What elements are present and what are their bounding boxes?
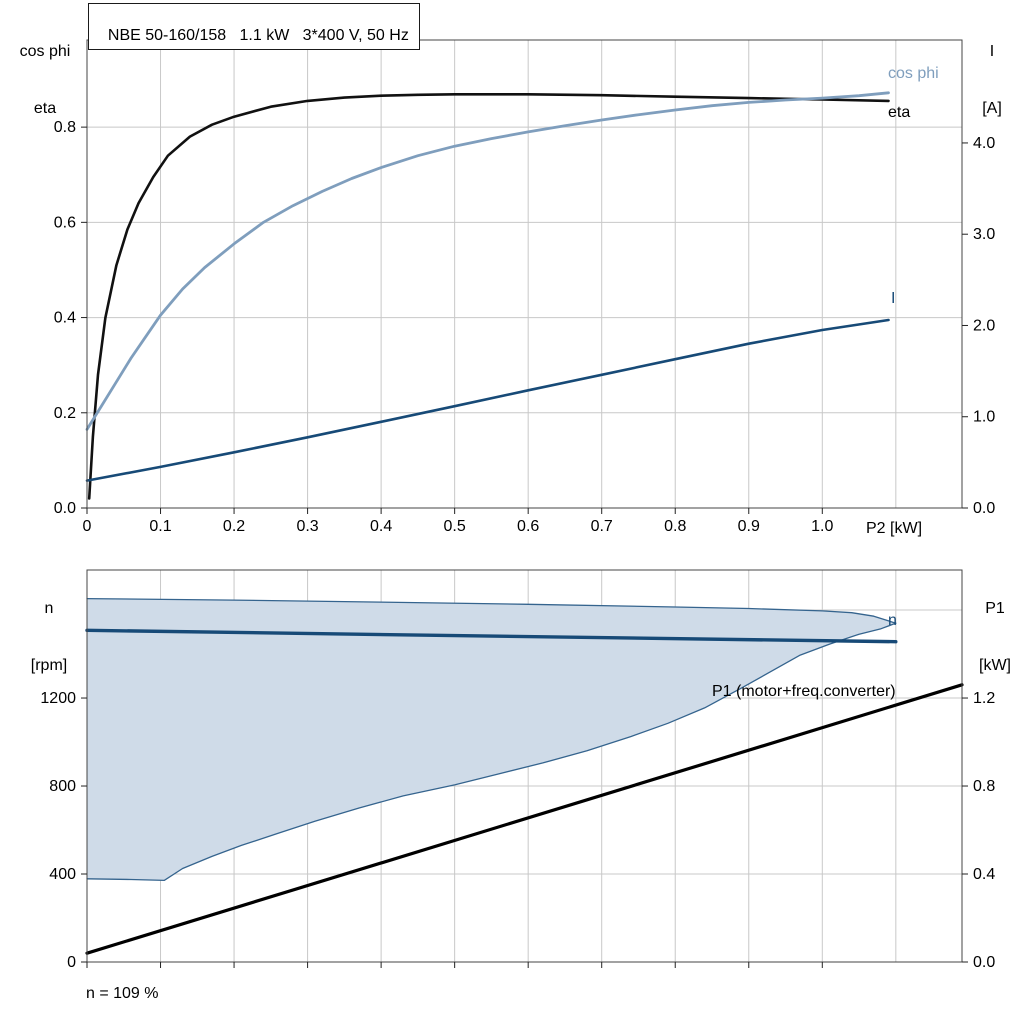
y-right-tick-label: 4.0 bbox=[973, 135, 995, 152]
speed-band-fill bbox=[87, 598, 896, 881]
current-curve-label: I bbox=[891, 290, 896, 307]
y-left-tick-label: 400 bbox=[49, 866, 76, 883]
y-right-tick-label: 1.2 bbox=[973, 690, 995, 707]
x-tick-label: 0.3 bbox=[296, 518, 318, 535]
axis-title-eta: eta bbox=[33, 100, 57, 117]
plot-frame bbox=[86, 39, 963, 509]
y-left-tick-label: 0.2 bbox=[54, 405, 76, 422]
p1-curve-label: P1 (motor+freq.converter) bbox=[712, 683, 896, 700]
speed-band-upper-edge bbox=[86, 597, 897, 624]
y-left-tick-label: 1200 bbox=[40, 690, 76, 707]
y-left-tick-label: 0.0 bbox=[54, 500, 76, 517]
y-right-tick-label: 3.0 bbox=[973, 226, 995, 243]
axis-title-speed: n bbox=[44, 600, 54, 617]
speed-band-lower-edge bbox=[86, 622, 897, 882]
axis-title-current-unit: [A] bbox=[982, 100, 1002, 117]
top-right-axis-title: I [A] bbox=[966, 4, 1018, 137]
y-left-tick-label: 0.4 bbox=[54, 310, 76, 327]
curve-current bbox=[85, 318, 890, 482]
y-left-tick-label: 800 bbox=[49, 778, 76, 795]
axis-title-p1-unit: [kW] bbox=[979, 657, 1011, 674]
x-tick-label: 0.5 bbox=[444, 518, 466, 535]
x-tick-label: 0.8 bbox=[664, 518, 686, 535]
x-tick-label: 0.7 bbox=[591, 518, 613, 535]
x-tick-label: 0.2 bbox=[223, 518, 245, 535]
axis-title-speed-unit: [rpm] bbox=[30, 657, 68, 674]
x-axis-title: P2 [kW] bbox=[866, 520, 923, 537]
y-left-tick-label: 0 bbox=[67, 954, 76, 971]
plot-frame bbox=[86, 569, 963, 963]
y-left-tick-label: 0.6 bbox=[54, 214, 76, 231]
x-tick-label: 0.6 bbox=[517, 518, 539, 535]
curve-n bbox=[85, 628, 898, 644]
top-left-axis-title: cos phi eta bbox=[6, 4, 84, 137]
curve-cos-phi bbox=[85, 91, 890, 431]
y-left-tick-label: 0.8 bbox=[54, 119, 76, 136]
y-right-tick-label: 0.0 bbox=[973, 500, 995, 517]
x-tick-label: 0 bbox=[83, 518, 92, 535]
curve-eta bbox=[87, 93, 890, 500]
axis-title-cos-phi: cos phi bbox=[19, 43, 71, 60]
axis-title-current: I bbox=[989, 43, 995, 60]
chart-title-box: NBE 50-160/158 1.1 kW 3*400 V, 50 Hz bbox=[88, 3, 420, 50]
bottom-left-axis-title: n [rpm] bbox=[12, 561, 86, 694]
y-right-tick-label: 0.0 bbox=[973, 954, 995, 971]
axis-title-p1: P1 bbox=[985, 600, 1005, 617]
x-tick-label: 1.0 bbox=[811, 518, 833, 535]
bottom-right-axis-title: P1 [kW] bbox=[966, 561, 1024, 694]
speed-note: n = 109 % bbox=[86, 985, 159, 1002]
x-tick-label: 0.1 bbox=[149, 518, 171, 535]
x-tick-label: 0.9 bbox=[738, 518, 760, 535]
eta-curve-label: eta bbox=[888, 104, 911, 121]
y-right-tick-label: 2.0 bbox=[973, 317, 995, 334]
y-right-tick-label: 0.4 bbox=[973, 866, 995, 883]
y-right-tick-label: 1.0 bbox=[973, 409, 995, 426]
n-curve-label: n bbox=[888, 612, 897, 629]
curve-p1 bbox=[85, 683, 964, 955]
y-right-tick-label: 0.8 bbox=[973, 778, 995, 795]
x-tick-label: 0.4 bbox=[370, 518, 392, 535]
cos-phi-curve-label: cos phi bbox=[888, 65, 939, 82]
chart-title: NBE 50-160/158 1.1 kW 3*400 V, 50 Hz bbox=[107, 27, 409, 44]
